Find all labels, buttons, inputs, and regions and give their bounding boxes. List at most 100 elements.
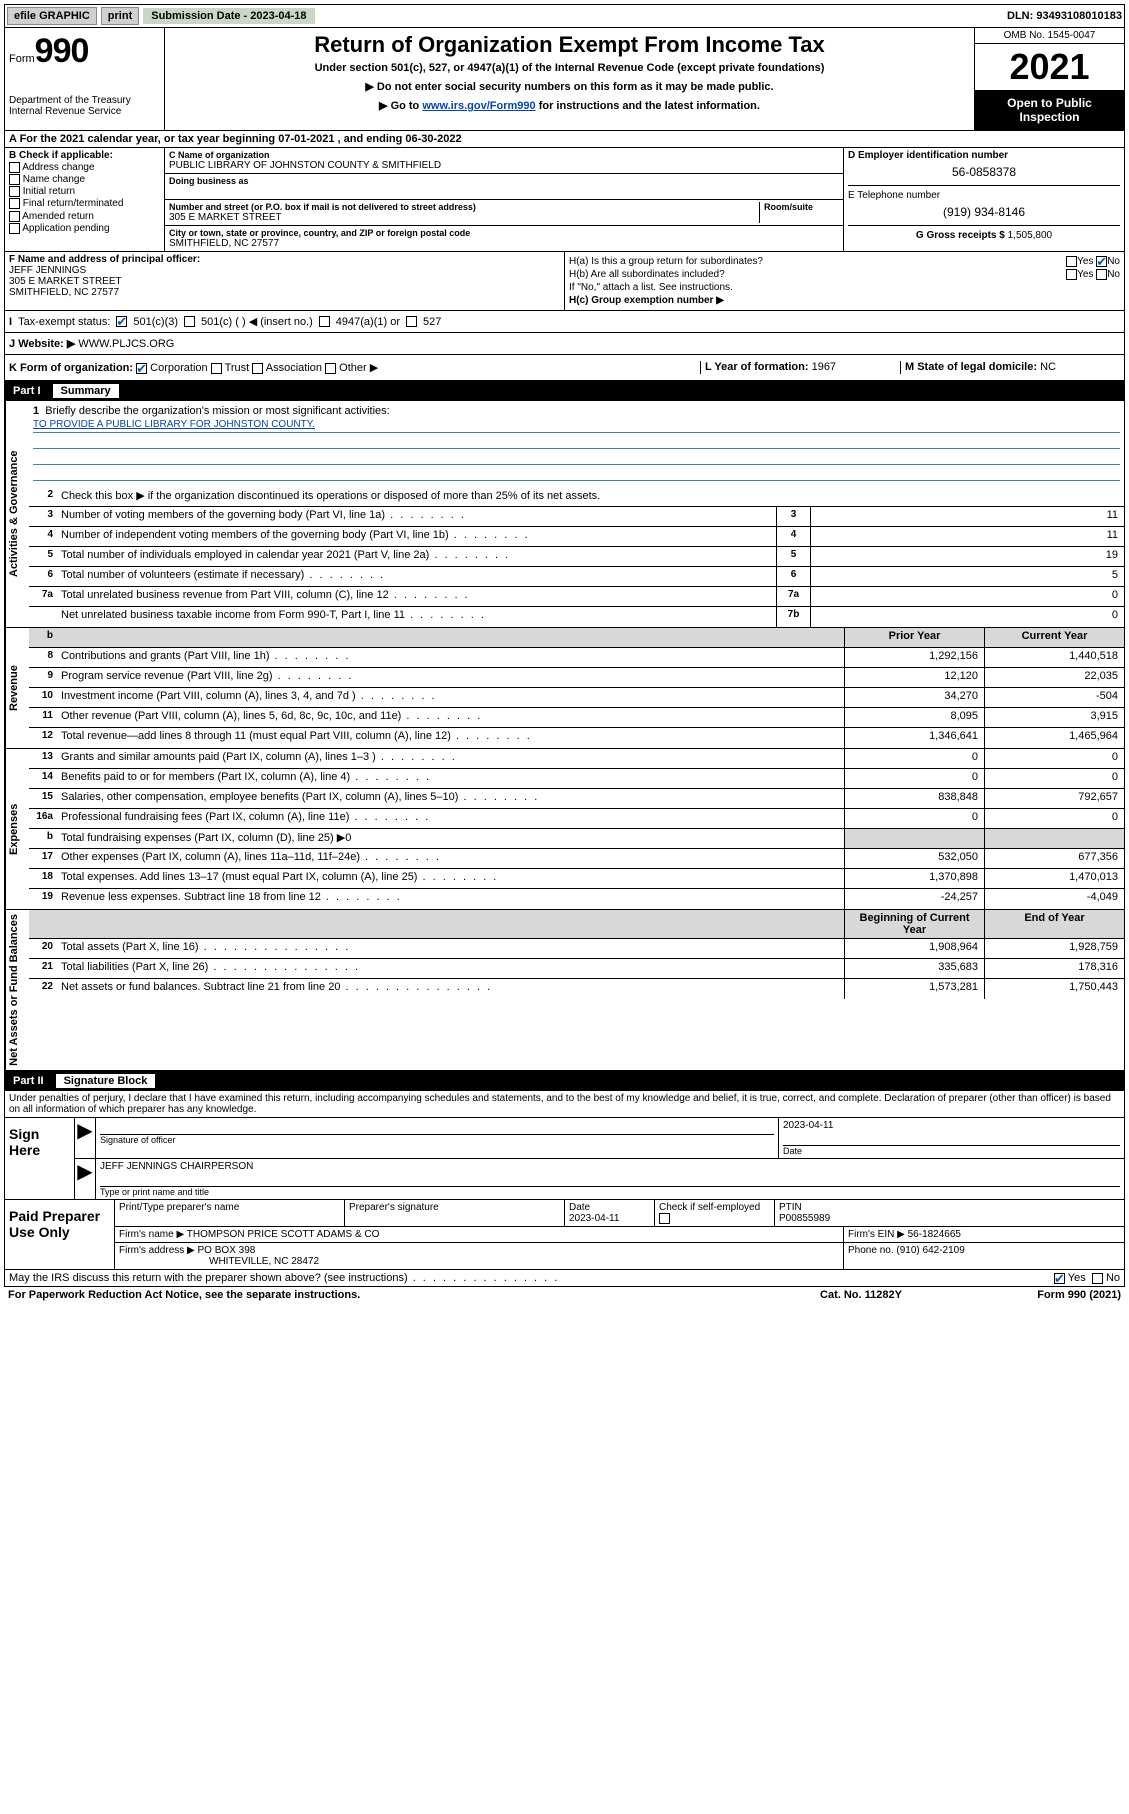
section-h: H(a) Is this a group return for subordin…: [565, 252, 1124, 310]
omb-number: OMB No. 1545-0047: [975, 28, 1124, 44]
summary-netassets: Net Assets or Fund Balances Beginning of…: [4, 910, 1125, 1071]
discuss-yes[interactable]: [1054, 1273, 1065, 1284]
firm-name: THOMPSON PRICE SCOTT ADAMS & CO: [187, 1229, 380, 1240]
summary-row: 16aProfessional fundraising fees (Part I…: [29, 809, 1124, 829]
declaration-text: Under penalties of perjury, I declare th…: [4, 1091, 1125, 1118]
chk-final-return[interactable]: Final return/terminated: [9, 198, 160, 209]
section-b: B Check if applicable: Address change Na…: [5, 148, 165, 251]
sign-arrow-icon: ▶: [75, 1118, 95, 1158]
form-line2: ▶ Go to www.irs.gov/Form990 for instruct…: [173, 99, 966, 112]
summary-row: 6Total number of volunteers (estimate if…: [29, 567, 1124, 587]
form-word: Form: [9, 53, 35, 65]
firm-phone: (910) 642-2109: [896, 1245, 964, 1256]
ha-yes[interactable]: [1066, 256, 1077, 267]
chk-application-pending[interactable]: Application pending: [9, 223, 160, 234]
chk-initial-return[interactable]: Initial return: [9, 186, 160, 197]
dln: DLN: 93493108010183: [1007, 10, 1122, 22]
firm-ein: 56-1824665: [908, 1229, 961, 1240]
hb-no[interactable]: [1096, 269, 1107, 280]
block-f-h: F Name and address of principal officer:…: [4, 252, 1125, 311]
block-b-c-d: B Check if applicable: Address change Na…: [4, 148, 1125, 252]
org-name: PUBLIC LIBRARY OF JOHNSTON COUNTY & SMIT…: [169, 160, 839, 171]
summary-row: 3Number of voting members of the governi…: [29, 507, 1124, 527]
officer-printed: JEFF JENNINGS CHAIRPERSON: [100, 1161, 253, 1172]
section-d: D Employer identification number56-08583…: [844, 148, 1124, 251]
chk-assoc[interactable]: [252, 363, 263, 374]
efile-badge: efile GRAPHIC: [7, 7, 97, 25]
summary-row: 8Contributions and grants (Part VIII, li…: [29, 648, 1124, 668]
org-city: SMITHFIELD, NC 27577: [169, 238, 839, 249]
chk-527[interactable]: [406, 316, 417, 327]
form-header: Form990 Department of the Treasury Inter…: [4, 28, 1125, 131]
summary-revenue: Revenue bPrior YearCurrent Year 8Contrib…: [4, 628, 1125, 749]
chk-corp[interactable]: [136, 363, 147, 374]
footer-discuss: May the IRS discuss this return with the…: [4, 1270, 1125, 1287]
summary-row: 11Other revenue (Part VIII, column (A), …: [29, 708, 1124, 728]
part-ii-header: Part II Signature Block: [4, 1071, 1125, 1091]
website: WWW.PLJCS.ORG: [75, 338, 174, 350]
tax-year: 2021: [975, 44, 1124, 90]
chk-501c3[interactable]: [116, 316, 127, 327]
summary-row: 17Other expenses (Part IX, column (A), l…: [29, 849, 1124, 869]
summary-row: 10Investment income (Part VIII, column (…: [29, 688, 1124, 708]
ha-no[interactable]: [1096, 256, 1107, 267]
chk-name-change[interactable]: Name change: [9, 174, 160, 185]
summary-row: 14Benefits paid to or for members (Part …: [29, 769, 1124, 789]
open-inspection: Open to Public Inspection: [975, 90, 1124, 130]
ptin: P00855989: [779, 1213, 830, 1224]
org-address: 305 E MARKET STREET: [169, 212, 759, 223]
top-bar: efile GRAPHIC print Submission Date - 20…: [4, 4, 1125, 28]
preparer-block: Paid Preparer Use Only Print/Type prepar…: [4, 1200, 1125, 1270]
form-title: Return of Organization Exempt From Incom…: [173, 32, 966, 58]
discuss-no[interactable]: [1092, 1273, 1103, 1284]
sign-date: 2023-04-11: [783, 1120, 833, 1131]
chk-self-employed[interactable]: [659, 1213, 670, 1224]
chk-501c[interactable]: [184, 316, 195, 327]
summary-row: 21Total liabilities (Part X, line 26)335…: [29, 959, 1124, 979]
section-f: F Name and address of principal officer:…: [5, 252, 565, 310]
row-k-form-org: K Form of organization: Corporation Trus…: [4, 355, 1125, 381]
summary-row: 7aTotal unrelated business revenue from …: [29, 587, 1124, 607]
prep-date: 2023-04-11: [569, 1213, 619, 1224]
summary-row: 9Program service revenue (Part VIII, lin…: [29, 668, 1124, 688]
chk-amended-return[interactable]: Amended return: [9, 211, 160, 222]
form-line1: ▶ Do not enter social security numbers o…: [173, 80, 966, 93]
chk-trust[interactable]: [211, 363, 222, 374]
chk-address-change[interactable]: Address change: [9, 162, 160, 173]
mission-text: TO PROVIDE A PUBLIC LIBRARY FOR JOHNSTON…: [33, 419, 1120, 433]
irs-link[interactable]: www.irs.gov/Form990: [422, 100, 535, 112]
gross-receipts: 1,505,800: [1008, 230, 1053, 241]
vtab-netassets: Net Assets or Fund Balances: [5, 910, 29, 1070]
summary-row: 19Revenue less expenses. Subtract line 1…: [29, 889, 1124, 909]
telephone: (919) 934-8146: [848, 205, 1120, 219]
summary-expenses: Expenses 13Grants and similar amounts pa…: [4, 749, 1125, 910]
vtab-revenue: Revenue: [5, 628, 29, 748]
chk-4947[interactable]: [319, 316, 330, 327]
state-domicile: NC: [1040, 361, 1056, 373]
year-formation: 1967: [812, 361, 836, 373]
ein: 56-0858378: [848, 165, 1120, 179]
sign-block: Sign Here ▶ Signature of officer 2023-04…: [4, 1118, 1125, 1200]
summary-row: bTotal fundraising expenses (Part IX, co…: [29, 829, 1124, 849]
form-subtitle: Under section 501(c), 527, or 4947(a)(1)…: [173, 62, 966, 74]
print-button[interactable]: print: [101, 7, 139, 25]
hb-yes[interactable]: [1066, 269, 1077, 280]
chk-other[interactable]: [325, 363, 336, 374]
vtab-activities: Activities & Governance: [5, 401, 29, 627]
summary-activities: Activities & Governance 1 Briefly descri…: [4, 401, 1125, 628]
section-a: A For the 2021 calendar year, or tax yea…: [4, 131, 1125, 148]
dept-label: Department of the Treasury Internal Reve…: [9, 95, 160, 117]
summary-row: 18Total expenses. Add lines 13–17 (must …: [29, 869, 1124, 889]
summary-row: Net unrelated business taxable income fr…: [29, 607, 1124, 627]
summary-row: 4Number of independent voting members of…: [29, 527, 1124, 547]
summary-row: 22Net assets or fund balances. Subtract …: [29, 979, 1124, 999]
submission-date: Submission Date - 2023-04-18: [143, 8, 314, 24]
summary-row: 12Total revenue—add lines 8 through 11 (…: [29, 728, 1124, 748]
summary-row: 5Total number of individuals employed in…: [29, 547, 1124, 567]
officer-name: JEFF JENNINGS: [9, 265, 86, 276]
vtab-expenses: Expenses: [5, 749, 29, 909]
row-i-tax-exempt: I Tax-exempt status: 501(c)(3) 501(c) ( …: [4, 311, 1125, 333]
bottom-line: For Paperwork Reduction Act Notice, see …: [4, 1287, 1125, 1303]
summary-row: 15Salaries, other compensation, employee…: [29, 789, 1124, 809]
section-c: C Name of organization PUBLIC LIBRARY OF…: [165, 148, 844, 251]
